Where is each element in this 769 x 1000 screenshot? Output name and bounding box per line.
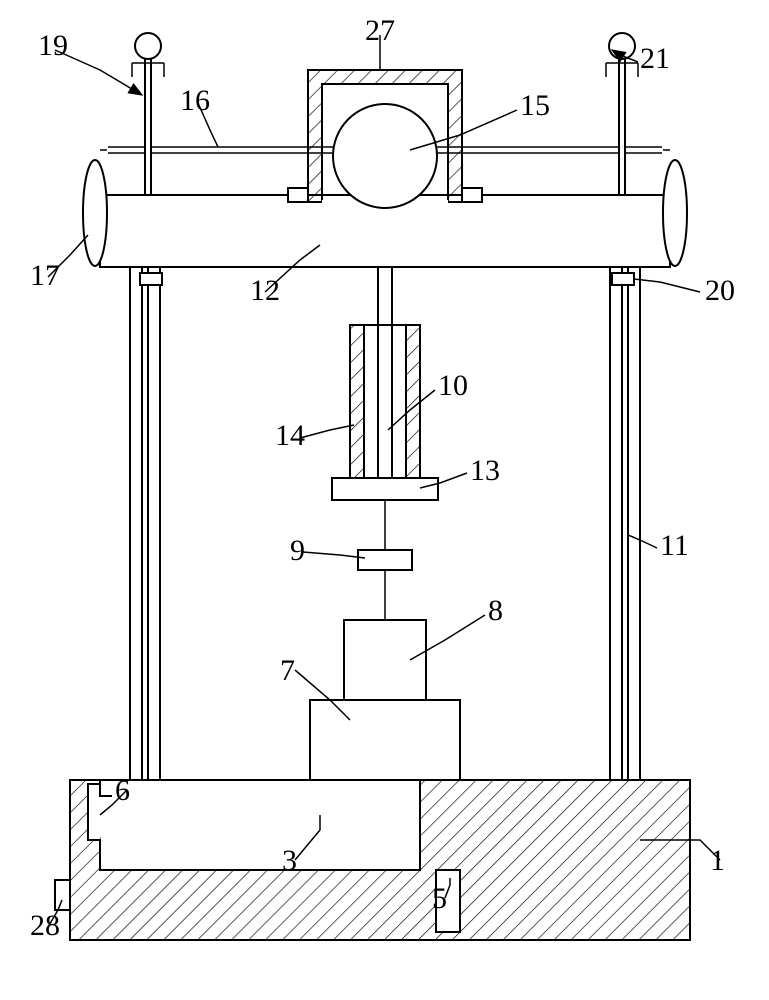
ref-label-20: 20 bbox=[705, 274, 735, 307]
ref-label-8: 8 bbox=[488, 594, 503, 627]
ref-label-5: 5 bbox=[432, 882, 447, 915]
ref-label-27: 27 bbox=[365, 14, 395, 47]
ref-label-19: 19 bbox=[38, 29, 68, 62]
ref-label-17: 17 bbox=[30, 259, 60, 292]
ref-label-13: 13 bbox=[470, 454, 500, 487]
ref-label-21: 21 bbox=[640, 42, 670, 75]
ref-label-6: 6 bbox=[115, 774, 130, 807]
ref-label-3: 3 bbox=[282, 844, 297, 877]
ref-label-28: 28 bbox=[30, 909, 60, 942]
ref-label-7: 7 bbox=[280, 654, 295, 687]
ref-label-10: 10 bbox=[438, 369, 468, 402]
ref-label-12: 12 bbox=[250, 274, 280, 307]
ref-label-9: 9 bbox=[290, 534, 305, 567]
ref-label-15: 15 bbox=[520, 89, 550, 122]
ref-label-14: 14 bbox=[275, 419, 305, 452]
ref-label-16: 16 bbox=[180, 84, 210, 117]
ref-label-1: 1 bbox=[710, 844, 725, 877]
ref-label-11: 11 bbox=[660, 529, 689, 562]
